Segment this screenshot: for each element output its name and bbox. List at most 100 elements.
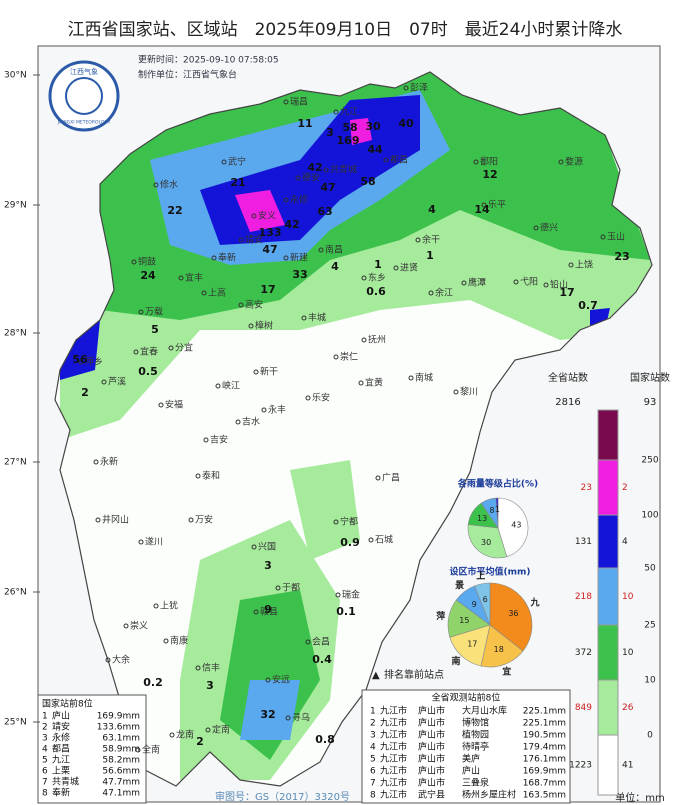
- pie-label: 萍: [436, 610, 445, 622]
- place-dot: [238, 302, 244, 308]
- rain-value: 17: [260, 283, 275, 296]
- place-name: 修水: [160, 179, 178, 191]
- rain-value: 5: [151, 323, 159, 336]
- place-dot: [123, 623, 129, 629]
- pie-value: 18: [494, 645, 504, 654]
- place-name: 鹰潭: [468, 277, 486, 289]
- all-rank-cell: 3: [370, 731, 376, 741]
- pie-slice: [489, 582, 533, 652]
- national-rank-cell: 永修: [52, 732, 70, 744]
- legend-province-count: 1223: [569, 761, 592, 771]
- rain-value: 4: [428, 203, 436, 216]
- place-name: 黎川: [460, 386, 478, 398]
- place-dot: [138, 539, 144, 545]
- place-name: 上饶: [575, 259, 593, 271]
- place-name: 安远: [272, 674, 290, 686]
- place-dot: [253, 369, 259, 375]
- legend-province-count: 849: [575, 703, 592, 713]
- place-name: 于都: [282, 583, 300, 594]
- place-name: 安义: [258, 210, 276, 222]
- all-rank-cell: 2: [370, 719, 376, 729]
- all-rank-cell: 168.7mm: [523, 779, 566, 789]
- place-dot: [403, 85, 409, 91]
- lat-label: 30°N: [4, 71, 27, 81]
- rain-value: 63: [317, 205, 332, 218]
- place-name: 分宜: [175, 342, 193, 354]
- pie-label: 南: [452, 655, 461, 667]
- place-dot: [428, 290, 434, 296]
- rain-value: 133: [259, 226, 282, 239]
- place-name: 都昌: [390, 155, 408, 166]
- pie-label: 宜: [502, 666, 511, 678]
- legend-band: [597, 567, 619, 626]
- producer: 制作单位：江西省气象台: [138, 69, 237, 81]
- place-name: 进贤: [400, 263, 418, 274]
- place-dot: [361, 337, 367, 343]
- rain-value: 0.6: [366, 285, 386, 298]
- legend-national-count: 4: [622, 537, 628, 547]
- rain-value: 44: [367, 143, 383, 156]
- place-name: 高安: [245, 299, 263, 311]
- rain-value: 42: [284, 218, 299, 231]
- place-dot: [215, 383, 221, 389]
- place-dot: [205, 727, 211, 733]
- logo-subtext: JIANGXI METEOROLOGY: [57, 120, 111, 126]
- all-rank-cell: 8: [370, 791, 376, 801]
- national-rank-cell: 56.6mm: [102, 767, 140, 777]
- all-rank-cell: 九江市: [380, 729, 407, 741]
- logo-ring: [65, 77, 103, 115]
- place-name: 龙南: [176, 729, 194, 741]
- legend-band: [597, 734, 619, 796]
- place-name: 铜鼓: [138, 256, 156, 268]
- place-dot: [305, 395, 311, 401]
- pie-slice: [480, 624, 524, 668]
- national-rank-cell: 58.9mm: [102, 745, 140, 755]
- place-name: 德安: [302, 172, 320, 184]
- national-rank-cell: 九江: [52, 755, 70, 766]
- rain-value: 32: [260, 708, 275, 721]
- rain-value: 1: [426, 249, 434, 262]
- place-name: 井冈山: [102, 514, 129, 526]
- unit: 单位：mm: [615, 791, 664, 804]
- national-header: 国家站数: [630, 371, 670, 384]
- all-rank-cell: 6: [370, 767, 376, 777]
- place-name: 彭泽: [410, 82, 428, 94]
- pie-label: 景: [455, 580, 464, 591]
- national-rank-cell: 8: [42, 789, 48, 799]
- place-name: 信丰: [202, 662, 220, 674]
- national-rank-cell: 庐山: [52, 710, 70, 722]
- place-dot: [408, 375, 414, 381]
- place-name: 宜春: [140, 346, 158, 358]
- pie-title: 各雨量等级占比(%): [457, 478, 538, 490]
- place-name: 吉水: [242, 416, 260, 428]
- lat-label: 27°N: [4, 458, 27, 468]
- pie-value: 36: [508, 609, 518, 618]
- national-rank-cell: 靖安: [52, 721, 70, 733]
- pie-value: 1: [495, 505, 500, 514]
- all-rank-cell: 美庐: [462, 753, 480, 765]
- rain-value: 12: [482, 168, 497, 181]
- place-name: 上高: [208, 287, 226, 299]
- place-dot: [283, 99, 289, 105]
- all-rank-cell: 169.9mm: [523, 767, 566, 777]
- all-rank-cell: 植物园: [462, 729, 489, 741]
- pie-value: 8: [489, 506, 494, 515]
- all-rank-cell: 庐山市: [418, 705, 445, 717]
- all-rank-cell: 杨州乡屋庄村: [462, 789, 516, 801]
- lat-label: 29°N: [4, 201, 27, 211]
- rain-value: 42: [307, 161, 322, 174]
- place-name: 奉新: [218, 252, 236, 264]
- all-rank-title: 全省观测站前8位: [432, 692, 501, 704]
- rain-value: 169: [337, 134, 360, 147]
- national-rank-cell: 47.7mm: [102, 778, 140, 788]
- place-dot: [513, 279, 519, 285]
- place-name: 永新: [100, 456, 118, 468]
- place-dot: [295, 175, 301, 181]
- logo-text: 江西气象: [70, 67, 98, 76]
- place-name: 遂川: [145, 536, 163, 548]
- place-name: 婺源: [565, 157, 583, 168]
- update-time: 更新时间：2025-09-10 07:58:05: [138, 54, 279, 66]
- national-rank-cell: 6: [42, 767, 48, 777]
- rain-value: 0.9: [340, 536, 360, 549]
- all-rank-cell: 庐山市: [418, 729, 445, 741]
